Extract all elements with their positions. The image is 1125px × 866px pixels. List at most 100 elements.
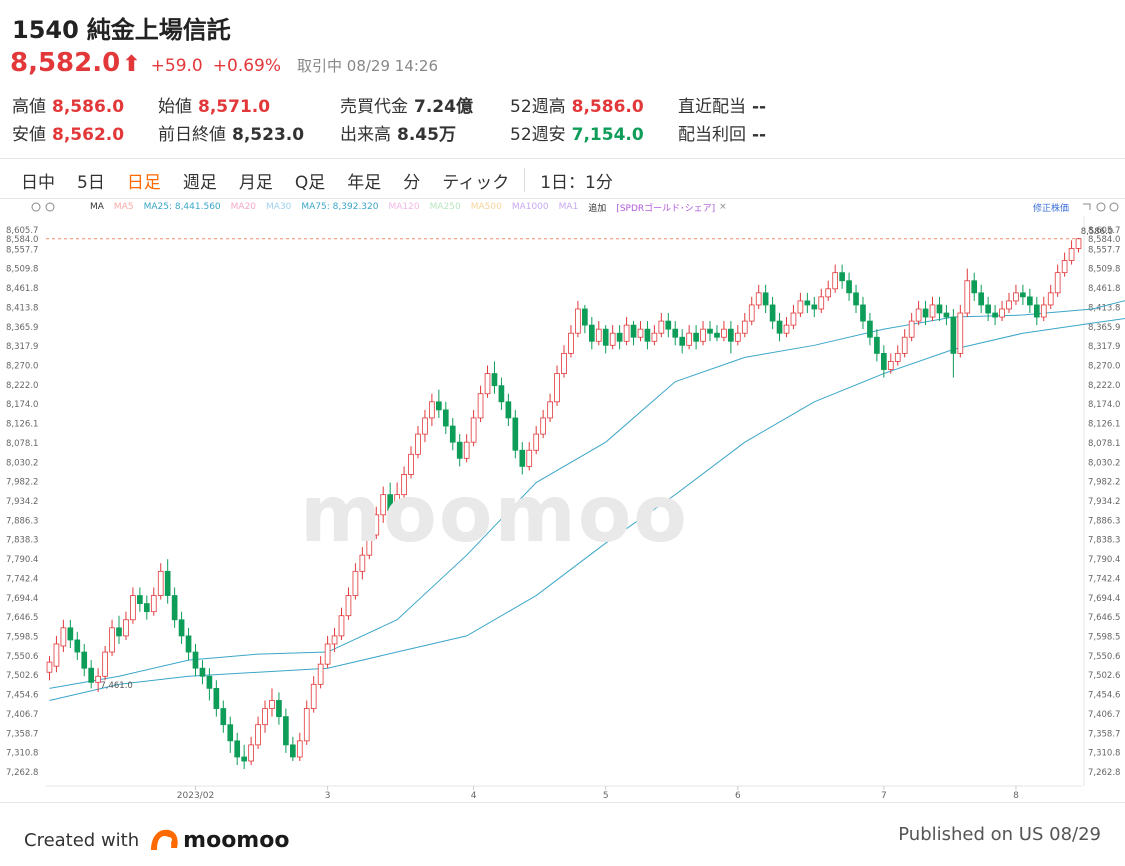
undo-icon[interactable] bbox=[1083, 203, 1091, 210]
candle-body bbox=[178, 619, 185, 637]
indicator-controls bbox=[31, 202, 55, 212]
candle-body bbox=[547, 401, 553, 419]
candle-body bbox=[797, 300, 804, 314]
y-tick-label-right: 7,550.6 bbox=[1088, 652, 1120, 662]
candle-body bbox=[853, 292, 859, 306]
candle-body bbox=[839, 272, 845, 282]
stat-value: 8,571.0 bbox=[198, 97, 271, 117]
stat-label: 出来高 bbox=[340, 125, 391, 145]
candle-body bbox=[957, 312, 964, 354]
hide-icon[interactable] bbox=[45, 202, 55, 212]
zoom-in-icon[interactable] bbox=[1109, 202, 1119, 212]
candle-body bbox=[741, 320, 748, 334]
candle-body bbox=[269, 700, 275, 709]
tab-period[interactable]: Q足 bbox=[294, 172, 326, 193]
y-tick-label-right: 7,454.6 bbox=[1088, 691, 1120, 701]
candle-body bbox=[881, 352, 887, 370]
candle-body bbox=[248, 744, 254, 762]
candle-body bbox=[491, 373, 498, 387]
ma-indicator-item[interactable]: MA120 bbox=[388, 202, 420, 212]
y-tick-label-left: 7,646.5 bbox=[6, 613, 38, 623]
chart-svg[interactable]: 8,605.7 8,605.78,584.0 8,584.08,557.7 8,557… bbox=[0, 216, 1125, 802]
tab-period[interactable]: 月足 bbox=[238, 172, 273, 193]
stat-label: 売買代金 bbox=[340, 97, 408, 117]
candle-body bbox=[575, 308, 581, 334]
candle-body bbox=[137, 595, 143, 605]
y-tick-label-right: 8,413.8 bbox=[1088, 303, 1120, 313]
y-tick-label-left: 8,413.8 bbox=[6, 303, 38, 313]
candle-body bbox=[199, 667, 206, 677]
stat-label: 52週高 bbox=[510, 97, 566, 117]
candle-body bbox=[922, 308, 929, 318]
ma-label[interactable]: MA bbox=[90, 202, 104, 212]
candle-body bbox=[901, 336, 908, 354]
candle-body bbox=[846, 280, 852, 294]
candle-body bbox=[276, 700, 282, 718]
divider bbox=[0, 802, 1125, 803]
tab-period[interactable]: 日中 bbox=[21, 172, 55, 193]
candle-body bbox=[887, 361, 894, 370]
tab-separator bbox=[524, 168, 526, 192]
stat-label: 始値 bbox=[158, 97, 192, 117]
candle-body bbox=[894, 352, 901, 362]
candle-body bbox=[53, 643, 60, 667]
candle-body bbox=[359, 554, 366, 572]
tab-period[interactable]: 年足 bbox=[347, 172, 382, 193]
y-tick-label-right: 7,790.4 bbox=[1088, 555, 1120, 565]
candle-body bbox=[1068, 248, 1075, 261]
candle-body bbox=[283, 716, 289, 746]
candle-body bbox=[651, 332, 658, 342]
brand-logo: moomoo bbox=[147, 824, 289, 856]
zoom-out-icon[interactable] bbox=[1096, 202, 1106, 212]
x-tick-label: 6 bbox=[735, 791, 741, 801]
stat-label: 前日終値 bbox=[158, 125, 226, 145]
tab-period[interactable]: 週足 bbox=[182, 172, 217, 193]
compare-symbol[interactable]: [SPDRゴールド･シェア] bbox=[616, 203, 716, 214]
ma-indicator-item[interactable]: MA5 bbox=[113, 202, 134, 212]
compare-close-icon[interactable]: × bbox=[719, 202, 727, 212]
settings-icon[interactable] bbox=[31, 202, 41, 212]
ma-indicator-item[interactable]: MA20 bbox=[230, 202, 257, 212]
divider bbox=[0, 198, 1125, 199]
interval-selector[interactable]: 1日：1分 bbox=[540, 172, 613, 193]
candle-body bbox=[449, 425, 456, 443]
y-tick-label-right: 7,598.5 bbox=[1088, 633, 1120, 643]
adjusted-price-link[interactable]: 修正株価 bbox=[1032, 203, 1069, 214]
stock-code: 1540 bbox=[12, 16, 79, 44]
y-tick-label-right: 8,461.8 bbox=[1088, 284, 1120, 294]
candle-body bbox=[985, 304, 991, 314]
y-tick-label-left: 8,584.0 bbox=[6, 235, 38, 245]
candle-body bbox=[1006, 300, 1012, 310]
y-tick-label-left: 7,742.4 bbox=[6, 574, 38, 584]
y-tick-label-left: 7,934.2 bbox=[6, 497, 38, 507]
candle-body bbox=[693, 332, 699, 342]
candle-body bbox=[415, 433, 421, 455]
stat-label: 安値 bbox=[12, 125, 46, 145]
candle-body bbox=[978, 292, 985, 306]
tab-period[interactable]: 5日 bbox=[77, 172, 105, 193]
tab-period[interactable]: 分 bbox=[403, 172, 421, 193]
y-tick-label-left: 7,550.6 bbox=[6, 652, 38, 662]
ma-indicator-item[interactable]: MA1 bbox=[558, 202, 579, 212]
candle-body bbox=[971, 280, 978, 294]
tab-period[interactable]: ティック bbox=[442, 172, 510, 193]
candlestick-chart[interactable]: 8,605.7 8,605.7 8,584.0 8,584.0 8,557.7 8,557… bbox=[0, 216, 1125, 802]
tab-period[interactable]: 日足 bbox=[126, 172, 161, 193]
y-tick-label-left: 7,358.7 bbox=[6, 729, 38, 739]
ma-indicator-item[interactable]: MA250 bbox=[429, 202, 461, 212]
y-tick-label-left: 8,461.8 bbox=[6, 284, 38, 294]
y-tick-label-left: 7,694.4 bbox=[6, 594, 38, 604]
ma-indicator-item[interactable]: MA30 bbox=[266, 202, 292, 212]
ma-indicator-item[interactable]: MA500 bbox=[470, 202, 502, 212]
candle-body bbox=[762, 292, 769, 306]
candle-body bbox=[609, 332, 616, 346]
ma-indicator-item[interactable]: MA1000 bbox=[511, 202, 549, 212]
ma-indicator-item[interactable]: MA75: 8,392.320 bbox=[301, 202, 379, 212]
candle-body bbox=[700, 328, 706, 342]
add-indicator-button[interactable]: 追加 bbox=[588, 203, 607, 214]
ma-indicator-item[interactable]: MA25: 8,441.560 bbox=[143, 202, 221, 212]
candle-body bbox=[422, 417, 428, 435]
y-tick-label-right: 8,174.0 bbox=[1088, 400, 1120, 410]
candle-body bbox=[714, 332, 720, 338]
candle-body bbox=[595, 328, 602, 342]
